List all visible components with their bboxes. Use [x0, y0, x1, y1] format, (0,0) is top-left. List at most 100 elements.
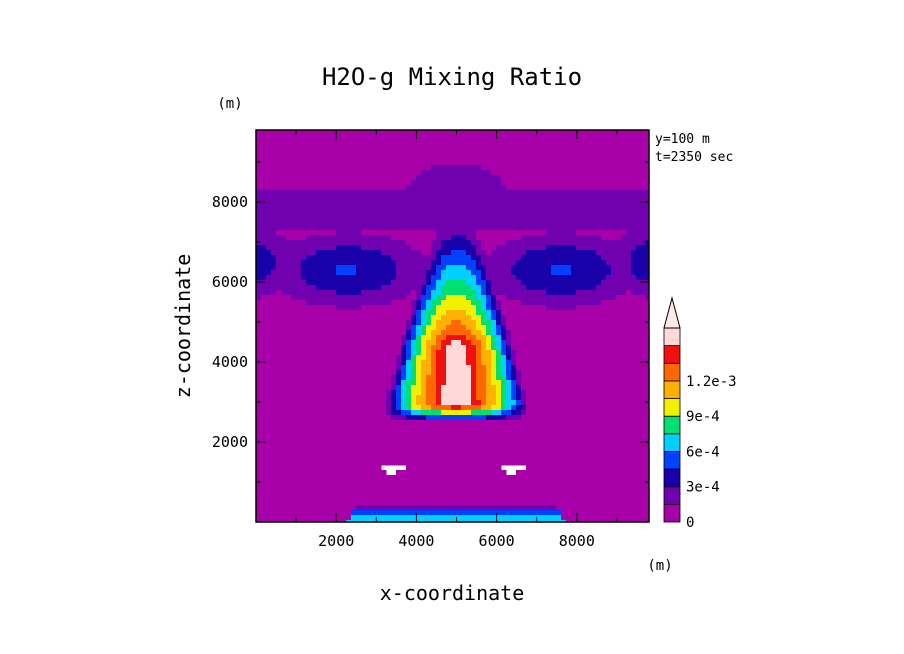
contour-cell — [446, 415, 452, 421]
contour-cell — [436, 455, 442, 461]
contour-cell — [471, 300, 477, 306]
contour-cell — [471, 375, 477, 381]
contour-cell — [546, 325, 552, 331]
contour-cell — [421, 400, 427, 406]
contour-cell — [291, 400, 297, 406]
contour-cell — [466, 130, 472, 136]
contour-cell — [551, 490, 557, 496]
contour-cell — [331, 260, 337, 266]
contour-cell — [501, 470, 507, 476]
contour-cell — [516, 490, 522, 496]
contour-cell — [301, 155, 307, 161]
contour-cell — [426, 235, 432, 241]
contour-cell — [371, 350, 377, 356]
contour-cell — [351, 280, 357, 286]
contour-cell — [376, 520, 382, 522]
contour-cell — [436, 460, 442, 466]
contour-cell — [496, 170, 502, 176]
contour-cell — [476, 475, 482, 481]
contour-cell — [441, 275, 447, 281]
contour-cell — [256, 465, 262, 471]
contour-cell — [291, 395, 297, 401]
contour-cell — [421, 370, 427, 376]
contour-cell — [416, 320, 422, 326]
contour-cell — [361, 275, 367, 281]
contour-cell — [301, 145, 307, 151]
contour-cell — [481, 415, 487, 421]
contour-cell — [351, 420, 357, 426]
contour-cell — [351, 460, 357, 466]
contour-cell — [351, 365, 357, 371]
contour-cell — [286, 480, 292, 486]
contour-cell — [551, 255, 557, 261]
contour-cell — [276, 495, 282, 501]
contour-cell — [371, 190, 377, 196]
contour-cell — [276, 430, 282, 436]
contour-cell — [291, 155, 297, 161]
contour-cell — [451, 250, 457, 256]
contour-cell — [306, 405, 312, 411]
contour-cell — [361, 260, 367, 266]
contour-cell — [386, 255, 392, 261]
contour-cell — [351, 495, 357, 501]
contour-cell — [351, 400, 357, 406]
contour-cell — [451, 400, 457, 406]
contour-cell — [561, 485, 567, 491]
contour-cell — [506, 150, 512, 156]
contour-cell — [471, 220, 477, 226]
contour-cell — [451, 420, 457, 426]
contour-cell — [491, 395, 497, 401]
contour-cell — [356, 475, 362, 481]
contour-cell — [476, 425, 482, 431]
contour-cell — [541, 195, 547, 201]
contour-cell — [301, 500, 307, 506]
contour-cell — [461, 190, 467, 196]
contour-cell — [256, 435, 262, 441]
contour-cell — [521, 340, 527, 346]
contour-cell — [261, 180, 267, 186]
contour-cell — [466, 450, 472, 456]
contour-cell — [541, 345, 547, 351]
contour-cell — [256, 370, 262, 376]
contour-cell — [501, 430, 507, 436]
contour-cell — [516, 300, 522, 306]
contour-cell — [271, 315, 277, 321]
contour-cell — [331, 320, 337, 326]
contour-cell — [331, 210, 337, 216]
contour-cell — [556, 230, 562, 236]
contour-cell — [351, 295, 357, 301]
contour-cell — [536, 290, 542, 296]
contour-cell — [461, 400, 467, 406]
contour-cell — [256, 375, 262, 381]
contour-cell — [351, 240, 357, 246]
contour-cell — [431, 430, 437, 436]
contour-cell — [316, 165, 322, 171]
contour-cell — [566, 395, 572, 401]
contour-cell — [491, 165, 497, 171]
contour-cell — [496, 405, 502, 411]
contour-cell — [501, 160, 507, 166]
contour-cell — [326, 370, 332, 376]
contour-cell — [316, 505, 322, 511]
contour-cell — [481, 295, 487, 301]
contour-cell — [326, 210, 332, 216]
contour-cell — [466, 230, 472, 236]
contour-cell — [471, 200, 477, 206]
contour-cell — [371, 375, 377, 381]
contour-cell — [416, 255, 422, 261]
contour-cell — [516, 160, 522, 166]
contour-cell — [391, 225, 397, 231]
contour-cell — [411, 355, 417, 361]
contour-cell — [491, 465, 497, 471]
contour-cell — [526, 195, 532, 201]
contour-cell — [276, 280, 282, 286]
contour-cell — [426, 140, 432, 146]
contour-cell — [401, 490, 407, 496]
contour-cell — [486, 415, 492, 421]
contour-cell — [486, 465, 492, 471]
contour-cell — [276, 445, 282, 451]
contour-cell — [461, 380, 467, 386]
contour-cell — [261, 285, 267, 291]
contour-cell — [286, 190, 292, 196]
contour-cell — [371, 485, 377, 491]
